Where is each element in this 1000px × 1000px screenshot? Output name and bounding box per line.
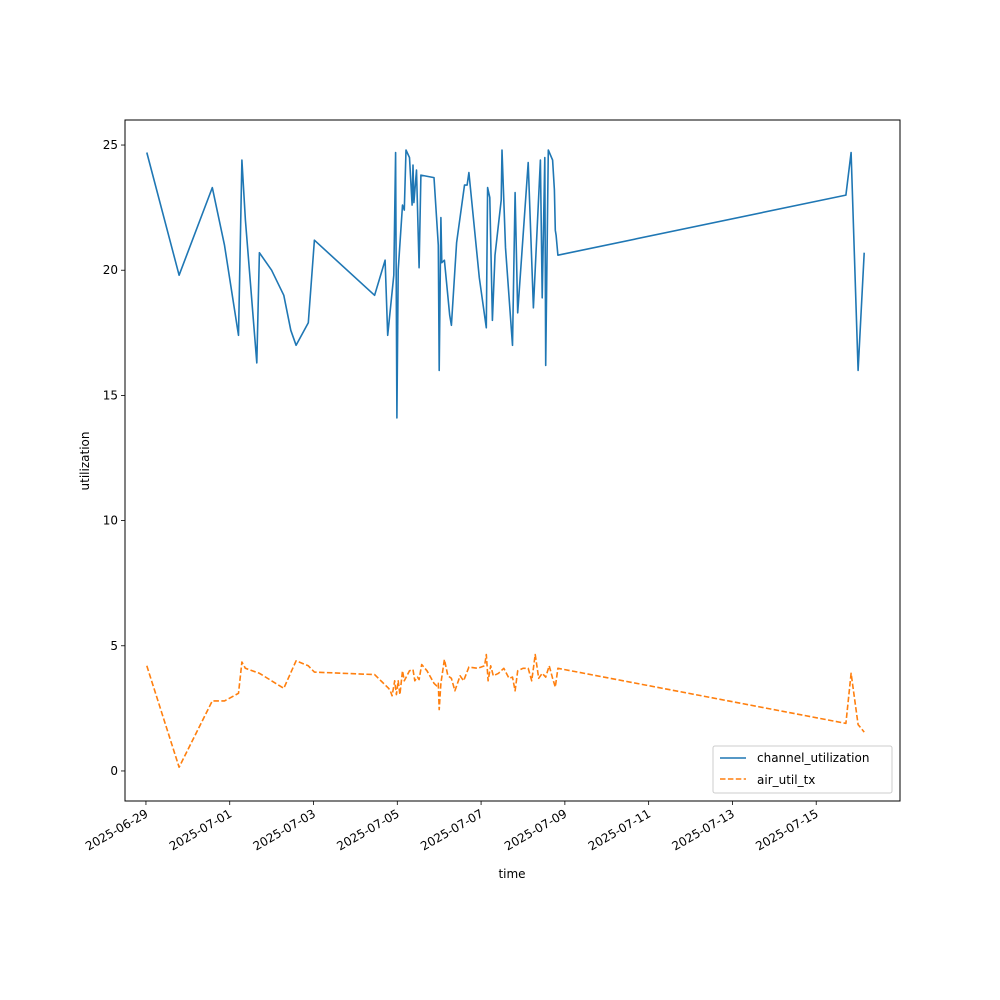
y-tick-label: 20: [103, 263, 118, 277]
legend-box: [712, 745, 893, 794]
y-axis-label: utilization: [78, 432, 92, 491]
y-tick-label: 5: [110, 639, 118, 653]
series-line-air-util-tx: [146, 653, 865, 769]
y-tick-label: 15: [103, 388, 118, 402]
legend-label-channel-utilization: channel_utilization: [757, 751, 869, 765]
series-layer: [146, 149, 865, 769]
legend: channel_utilization air_util_tx: [712, 745, 893, 794]
legend-label-air-util-tx: air_util_tx: [757, 773, 815, 787]
plot-frame: [124, 119, 901, 802]
y-tick-label: 0: [110, 764, 118, 778]
y-axis: 0 5 10 15 20 25: [103, 138, 125, 778]
series-line-channel-utilization: [146, 149, 865, 419]
x-axis-label: time: [498, 867, 525, 881]
y-tick-label: 25: [103, 138, 118, 152]
y-tick-label: 10: [103, 514, 118, 528]
